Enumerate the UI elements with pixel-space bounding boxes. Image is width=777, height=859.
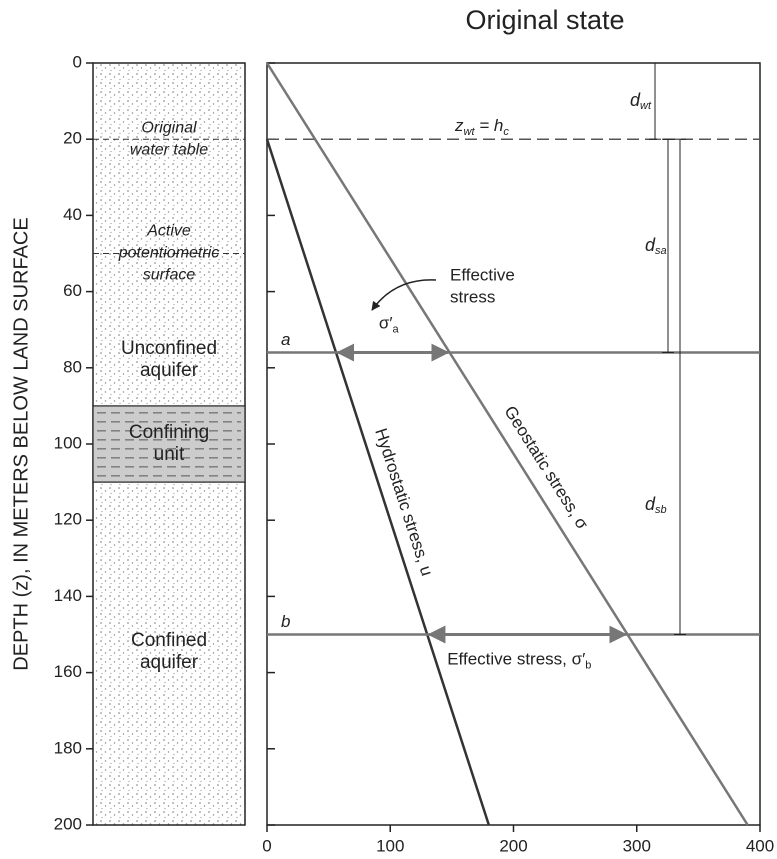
series-label: Geostatic stress, σ [500,403,592,534]
series-label: Hydrostatic stress, u [371,426,436,578]
effective-stress-label-part: a [393,323,400,335]
level-name: a [281,330,290,349]
column-label: water table [130,141,208,158]
x-tick-label: 200 [499,836,527,855]
stress-line [265,138,491,826]
dimension-label-part: d [645,494,656,514]
level-name: b [281,612,290,631]
effective-stress-label: Effective stress, σ′b [447,650,591,671]
x-tick-label: 300 [623,836,651,855]
dimension-label-part: d [630,90,641,110]
y-tick-label: 60 [63,281,82,300]
confining-unit [92,405,246,483]
column-label: aquifer [140,652,199,673]
y-tick-label: 140 [54,586,82,605]
water-table-label-part: wt [464,126,476,138]
x-tick-label: 400 [746,836,774,855]
x-tick-label: 0 [262,836,271,855]
dimension-label: dwt [630,90,652,112]
water-table-label-part: z [454,117,464,136]
y-tick-label: 20 [63,129,82,148]
y-axis-label: DEPTH (z), IN METERS BELOW LAND SURFACE [10,217,32,670]
y-tick-label: 120 [54,510,82,529]
effective-stress-label: σ′a [379,314,400,335]
y-tick-label: 80 [63,357,82,376]
note: Effective [450,265,515,284]
y-tick-label: 40 [63,205,82,224]
dimension-label: dsa [645,235,667,257]
effective-stress-label-part: σ′ [379,314,393,333]
dimension-label: dsb [645,494,667,516]
water-table-label: zwt = hc [454,117,509,138]
plot-frame [266,62,761,826]
column-label: unit [154,444,185,465]
dimension-label-part: sb [655,504,667,516]
column-label: aquifer [140,360,199,381]
y-tick-label: 0 [73,52,82,71]
effective-stress-label-part: Effective stress, σ′ [447,650,585,669]
water-table-label-part: = h [475,117,504,136]
y-tick-label: 180 [54,738,82,757]
column-label: potentiometric [118,245,220,262]
water-table-label-part: c [503,126,509,138]
column-label: Active [146,223,191,240]
dimension-label-part: wt [640,100,652,112]
column-label: Unconfined [121,338,217,359]
y-tick-label: 160 [54,662,82,681]
column-label: Confined [131,630,207,651]
dimension-label-part: sa [655,245,667,257]
column-label: Confining [129,422,209,443]
chart-title: Original state [465,5,624,35]
note: stress [450,287,495,306]
y-tick-label: 100 [54,433,82,452]
dimension-label-part: d [645,235,656,255]
column-label: surface [143,267,196,284]
effective-stress-label-part: b [585,659,591,671]
note-arrow [371,279,437,311]
x-tick-label: 100 [376,836,404,855]
y-tick-label: 200 [54,814,82,833]
stress-line [265,62,749,826]
column-label: Original [141,119,197,136]
